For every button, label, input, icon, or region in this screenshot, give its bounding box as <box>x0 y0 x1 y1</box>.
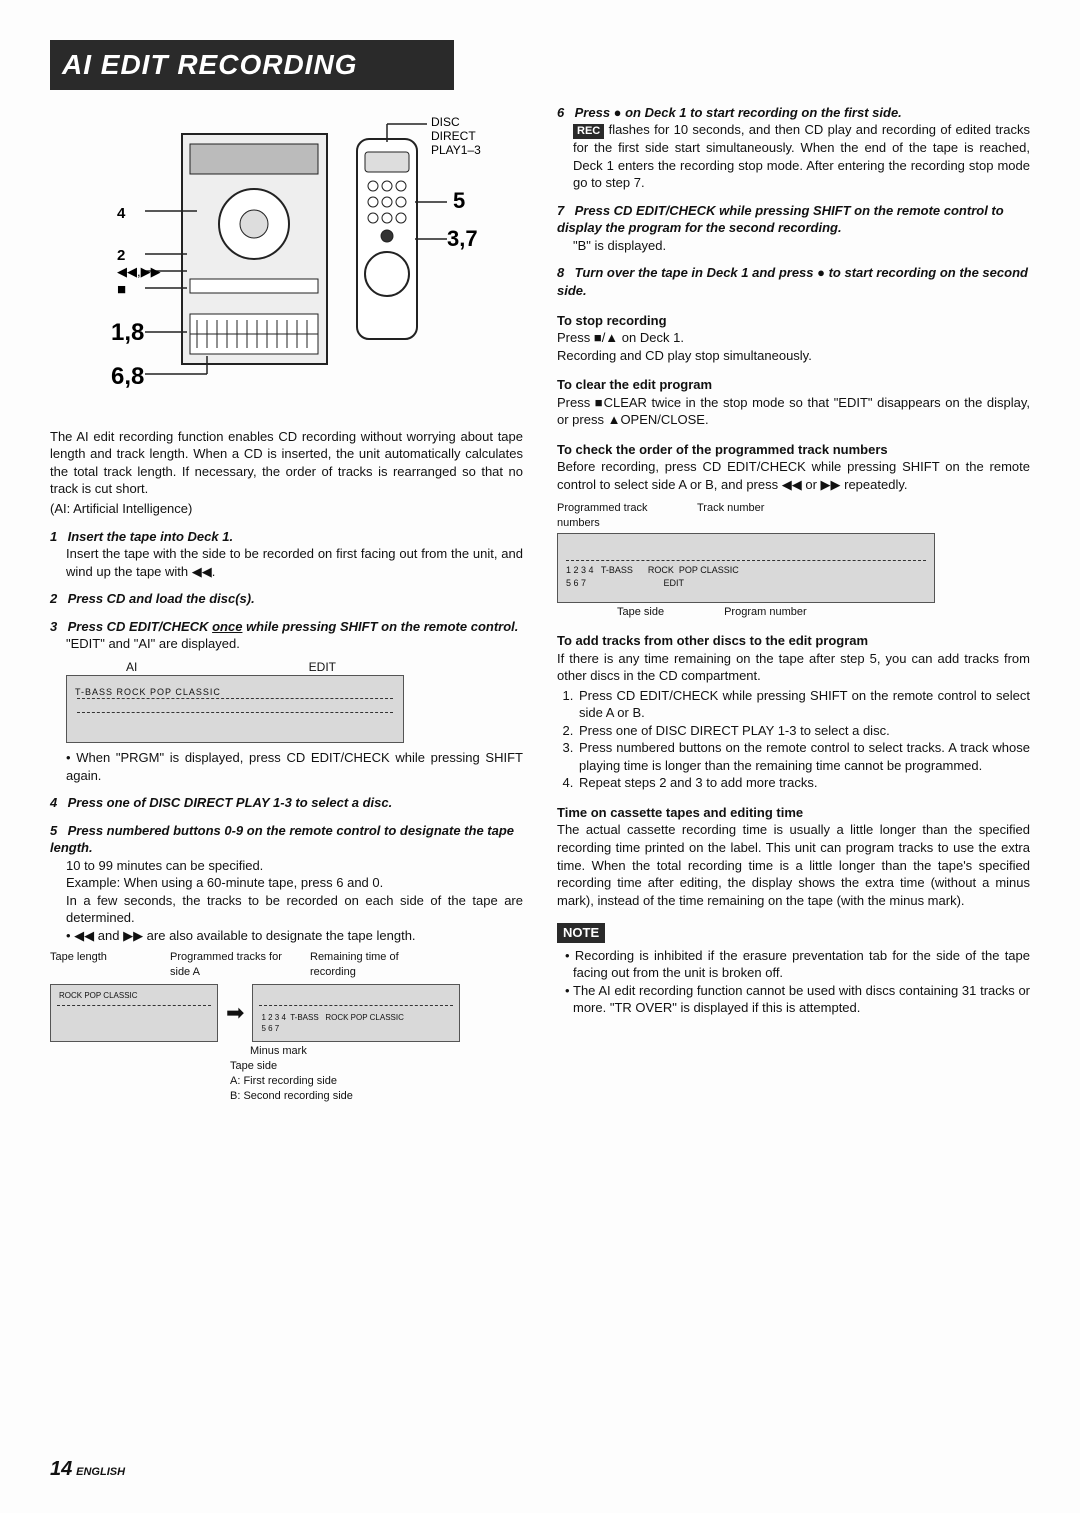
check-order-body: Before recording, press CD EDIT/CHECK wh… <box>557 458 1030 493</box>
step-3-note: • When "PRGM" is displayed, press CD EDI… <box>66 749 523 784</box>
add-track-step-3: Press numbered buttons on the remote con… <box>577 739 1030 774</box>
stop-recording-body-2: Recording and CD play stop simultaneousl… <box>557 347 1030 365</box>
step-6-heading: 6 Press ● on Deck 1 to start recording o… <box>557 104 1030 122</box>
page-title: AI EDIT RECORDING <box>50 40 454 90</box>
step-5-body-2: Example: When using a 60-minute tape, pr… <box>66 874 523 892</box>
disp1-label-edit: EDIT <box>309 659 336 675</box>
check-order-heading: To check the order of the programmed tra… <box>557 441 1030 459</box>
note-badge: NOTE <box>557 923 605 943</box>
right-column: 6 Press ● on Deck 1 to start recording o… <box>557 104 1030 1110</box>
intro-paragraph: The AI edit recording function enables C… <box>50 428 523 498</box>
clear-program-heading: To clear the edit program <box>557 376 1030 394</box>
stop-recording-heading: To stop recording <box>557 312 1030 330</box>
clear-program-body: Press ■CLEAR twice in the stop mode so t… <box>557 394 1030 429</box>
add-track-step-4: Repeat steps 2 and 3 to add more tracks. <box>577 774 1030 792</box>
rec-badge: REC <box>573 124 604 139</box>
add-tracks-heading: To add tracks from other discs to the ed… <box>557 632 1030 650</box>
step-1-body: Insert the tape with the side to be reco… <box>66 545 523 580</box>
svg-text:PLAY1–3: PLAY1–3 <box>431 143 481 157</box>
callout-stop: ■ <box>117 281 126 298</box>
display-illustration-2: Tape length Programmed tracks for side A… <box>50 950 523 1103</box>
step-5-heading: 5 Press numbered buttons 0-9 on the remo… <box>50 822 523 857</box>
note-1: • Recording is inhibited if the erasure … <box>573 947 1030 982</box>
callout-rewff: ◀◀,▶▶ <box>117 264 161 279</box>
page-number: 14 <box>50 1458 72 1480</box>
step-8-heading: 8 Turn over the tape in Deck 1 and press… <box>557 264 1030 299</box>
step-7-heading: 7 Press CD EDIT/CHECK while pressing SHI… <box>557 202 1030 237</box>
disp1-label-ai: AI <box>126 659 137 675</box>
note-2: • The AI edit recording function cannot … <box>573 982 1030 1017</box>
add-track-step-2: Press one of DISC DIRECT PLAY 1-3 to sel… <box>577 722 1030 740</box>
callout-18: 1,8 <box>111 319 144 346</box>
step-5-body-1: 10 to 99 minutes can be specified. <box>66 857 523 875</box>
intro-note: (AI: Artificial Intelligence) <box>50 500 523 518</box>
arrow-right-icon: ➡ <box>226 998 244 1028</box>
callout-4: 4 <box>117 205 126 222</box>
step-6-body: REC flashes for 10 seconds, and then CD … <box>573 121 1030 191</box>
add-track-step-1: Press CD EDIT/CHECK while pressing SHIFT… <box>577 687 1030 722</box>
page-footer: 14 ENGLISH <box>50 1456 125 1483</box>
step-4-heading: 4 Press one of DISC DIRECT PLAY 1-3 to s… <box>50 794 523 812</box>
time-heading: Time on cassette tapes and editing time <box>557 804 1030 822</box>
stop-recording-body-1: Press ■/▲ on Deck 1. <box>557 329 1030 347</box>
disc-direct-label: DISC <box>431 115 460 129</box>
step-3-body: "EDIT" and "AI" are displayed. <box>66 635 523 653</box>
step-2-heading: 2 Press CD and load the disc(s). <box>50 590 523 608</box>
display-illustration-1: AI EDIT T-BASS ROCK POP CLASSIC <box>66 659 523 743</box>
step-7-body: "B" is displayed. <box>573 237 1030 255</box>
device-diagram: 4 2 ◀◀,▶▶ ■ 1,8 6,8 5 3,7 DISC DIRECT PL… <box>87 104 487 414</box>
callout-5: 5 <box>453 188 465 213</box>
step-1-heading: 1 Insert the tape into Deck 1. <box>50 528 523 546</box>
add-tracks-body: If there is any time remaining on the ta… <box>557 650 1030 685</box>
add-tracks-list: Press CD EDIT/CHECK while pressing SHIFT… <box>557 687 1030 792</box>
callout-37: 3,7 <box>447 226 478 251</box>
left-column: 4 2 ◀◀,▶▶ ■ 1,8 6,8 5 3,7 DISC DIRECT PL… <box>50 104 523 1110</box>
step-5-note: • ◀◀ and ▶▶ are also available to design… <box>66 927 523 945</box>
step-3-heading: 3 Press CD EDIT/CHECK once while pressin… <box>50 618 523 636</box>
step-5-body-3: In a few seconds, the tracks to be recor… <box>66 892 523 927</box>
time-body: The actual cassette recording time is us… <box>557 821 1030 909</box>
page-language: ENGLISH <box>76 1466 125 1478</box>
callout-68: 6,8 <box>111 363 144 390</box>
callout-2: 2 <box>117 247 125 264</box>
display-illustration-3: Programmed track numbers Track number 1 … <box>557 501 1030 620</box>
svg-text:DIRECT: DIRECT <box>431 129 476 143</box>
